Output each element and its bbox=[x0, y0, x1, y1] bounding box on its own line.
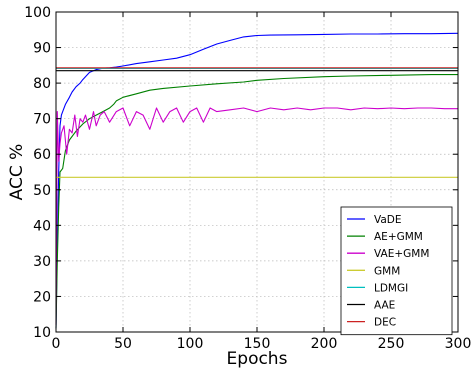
x-tick-label: 150 bbox=[244, 336, 271, 352]
series-lines bbox=[55, 32, 459, 329]
x-tick-label: 50 bbox=[114, 336, 132, 352]
y-tick-labels: 10 20 30 40 50 60 70 80 90 100 bbox=[24, 5, 51, 341]
y-tick-label: 90 bbox=[33, 41, 51, 57]
y-tick-label: 40 bbox=[33, 218, 51, 234]
series-line-vade bbox=[55, 32, 459, 329]
y-tick-label: 80 bbox=[33, 76, 51, 92]
legend-label: GMM bbox=[374, 265, 400, 277]
y-tick-label: 30 bbox=[33, 254, 51, 270]
y-tick-label: 20 bbox=[33, 289, 51, 305]
y-axis-label: ACC % bbox=[7, 144, 27, 201]
series-line-vae-gmm bbox=[55, 107, 458, 325]
legend: VaDE AE+GMM VAE+GMM GMM LDMGI AAE DEC bbox=[340, 206, 453, 336]
legend-label: LDMGI bbox=[374, 282, 408, 294]
y-tick-label: 50 bbox=[33, 183, 51, 199]
y-tick-label: 100 bbox=[24, 5, 51, 21]
y-tick-label: 70 bbox=[33, 112, 51, 128]
x-tick-label: 300 bbox=[445, 336, 471, 352]
x-tick-labels: 0 50 100 150 200 250 300 bbox=[52, 336, 471, 352]
y-tick-label: 60 bbox=[33, 147, 51, 163]
x-tick-label: 100 bbox=[177, 336, 204, 352]
x-tick-label: 250 bbox=[378, 336, 405, 352]
legend-label: AE+GMM bbox=[374, 231, 423, 243]
grid bbox=[56, 12, 458, 332]
x-tick-label: 200 bbox=[311, 336, 338, 352]
legend-label: DEC bbox=[374, 317, 396, 329]
x-axis-label: Epochs bbox=[227, 349, 288, 369]
legend-label: AAE bbox=[374, 300, 395, 312]
legend-label: VAE+GMM bbox=[374, 248, 429, 260]
x-tick-label: 0 bbox=[52, 336, 61, 352]
y-tick-label: 10 bbox=[33, 325, 51, 341]
legend-label: VaDE bbox=[374, 214, 402, 226]
series-line-ae-gmm bbox=[55, 74, 458, 329]
